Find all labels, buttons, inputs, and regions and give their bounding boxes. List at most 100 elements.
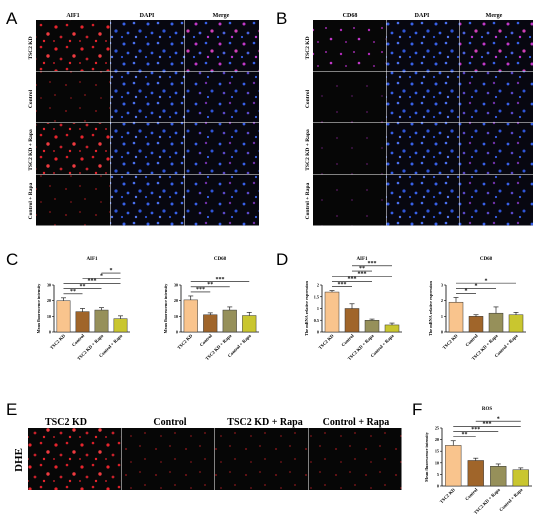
bar <box>364 320 380 333</box>
significance-label: ** <box>462 432 468 438</box>
y-tick-label: 20 <box>435 437 439 442</box>
significance-label: * <box>475 284 478 290</box>
panel-b-cd68-tsc2kd <box>313 20 386 71</box>
panel-a-row-tsc2kd-rapa: TSC2 KD + Rapa <box>28 129 34 171</box>
x-tick-label: Control <box>464 487 479 502</box>
panel-a-col-dapi: DAPI <box>140 13 155 19</box>
panel-e-dhe-tsc2kd-rapa <box>215 428 308 490</box>
panel-label-f: F <box>412 400 422 419</box>
y-tick-label: 10 <box>435 460 439 465</box>
x-tick-label: TSC2 KD <box>49 333 67 351</box>
y-tick-label: 15 <box>435 449 439 454</box>
y-tick-label: 1 <box>317 306 319 311</box>
bar <box>183 299 198 333</box>
x-tick-label: TSC2 KD <box>442 333 460 351</box>
y-tick-label: 0 <box>437 484 439 489</box>
panel-b-merge-control-rapa <box>460 174 533 226</box>
panel-a-merge-control <box>185 71 259 123</box>
bar <box>448 301 464 333</box>
bar <box>75 311 90 333</box>
bar <box>113 318 128 333</box>
panel-b-col-merge: Merge <box>486 13 503 19</box>
significance-label: * <box>100 273 103 279</box>
significance-label: ** <box>359 266 365 272</box>
panel-b-cd68-control <box>313 71 386 123</box>
y-tick-label: 0 <box>49 330 51 335</box>
panel-b-cd68-tsc2kd-rapa <box>313 123 386 174</box>
chart-title: CD68 <box>480 257 493 262</box>
significance-label: *** <box>88 279 97 285</box>
bar <box>468 316 484 333</box>
panel-a-col-merge: Merge <box>213 13 230 19</box>
y-tick-label: 20 <box>47 298 51 303</box>
panel-label-c: C <box>6 250 18 269</box>
panel-b-col-dapi: DAPI <box>415 13 430 19</box>
bar <box>242 315 257 333</box>
panel-label-b: B <box>276 9 287 28</box>
panel-label-e: E <box>6 400 17 419</box>
y-tick-label: 10 <box>174 314 178 319</box>
bar <box>490 466 507 487</box>
bar <box>94 309 109 333</box>
y-axis-label: Mean fluorescence intensity <box>36 283 41 334</box>
panel-b-merge-control <box>460 71 533 123</box>
x-tick-label: TSC2 KD <box>318 333 336 351</box>
y-tick-label: 3 <box>441 283 443 288</box>
panel-e-col-tsc2kd-rapa: TSC2 KD + Rapa <box>227 417 302 428</box>
panel-e-dhe-control-rapa <box>308 428 402 490</box>
panel-b-row-tsc2kd: TSC2 KD <box>305 36 311 59</box>
chart-d-cd68: CD68 0 1 2 3 The mRNA relative expression TSC2… <box>428 257 526 361</box>
panel-a-row-tsc2kd: TSC2 KD <box>28 36 34 59</box>
panel-e-col-tsc2kd: TSC2 KD <box>45 417 87 428</box>
panel-b-dapi-tsc2kd-rapa <box>386 123 460 174</box>
y-axis-label: Mean fluorescence intensity <box>163 283 168 334</box>
bar <box>467 460 484 487</box>
chart-title: AIF1 <box>86 257 98 262</box>
significance-label: *** <box>216 277 225 283</box>
x-tick-label: Control <box>340 333 355 348</box>
significance-label: ** <box>70 289 76 295</box>
chart-f-ros: ROS 0 5 10 15 20 25 Mean fluorescence intensity… <box>424 407 532 515</box>
bar <box>344 308 360 333</box>
y-tick-label: 2 <box>317 283 319 288</box>
chart-c-cd68: CD68 0 10 20 30 Mean fluorescence intensity TS… <box>163 257 259 361</box>
panel-b-cd68-control-rapa <box>313 174 386 226</box>
panel-a-aif1-tsc2kd-rapa <box>36 123 110 174</box>
panel-a-merge-control-rapa <box>185 174 259 226</box>
significance-label: ** <box>207 282 213 288</box>
panel-a-row-control-rapa: Control + Rapa <box>28 182 34 219</box>
panel-e-row-dhe: DHE <box>13 448 25 472</box>
y-tick-label: 20 <box>174 298 178 303</box>
y-tick-label: 5 <box>437 472 439 477</box>
y-tick-label: 25 <box>435 426 439 431</box>
panel-label-d: D <box>276 250 288 269</box>
y-axis-label: Mean fluorescence intensity <box>424 431 429 482</box>
bar <box>488 312 504 333</box>
y-tick-label: 2 <box>441 298 443 303</box>
panel-e-image-row <box>28 428 402 490</box>
y-tick-label: 10 <box>47 314 51 319</box>
panel-a-row-control: Control <box>28 89 34 108</box>
panel-a-row-labels: TSC2 KD Control TSC2 KD + Rapa Control +… <box>28 36 34 219</box>
panel-label-a: A <box>6 9 18 28</box>
bar <box>384 324 400 333</box>
panel-e-col-control: Control <box>153 417 186 428</box>
significance-label: *** <box>338 282 347 288</box>
significance-label: ** <box>80 284 86 290</box>
significance-label: * <box>485 278 488 284</box>
panel-b-row-tsc2kd-rapa: TSC2 KD + Rapa <box>305 129 311 171</box>
y-axis-label: The mRNA relative expression <box>428 281 433 336</box>
panel-b-row-control-rapa: Control + Rapa <box>305 182 311 219</box>
bar <box>56 300 71 333</box>
bar <box>324 291 340 333</box>
panel-b-merge-tsc2kd <box>460 20 533 71</box>
panel-b-row-labels: TSC2 KD Control TSC2 KD + Rapa Control +… <box>305 36 311 219</box>
panel-a-dapi-tsc2kd <box>110 20 185 71</box>
panel-a-merge-tsc2kd-rapa <box>185 123 259 174</box>
y-tick-label: 0 <box>441 330 443 335</box>
y-tick-label: 30 <box>174 283 178 288</box>
y-tick-label: 0 <box>176 330 178 335</box>
x-tick-label: Control <box>464 333 479 348</box>
panel-a-dapi-control-rapa <box>110 174 185 226</box>
